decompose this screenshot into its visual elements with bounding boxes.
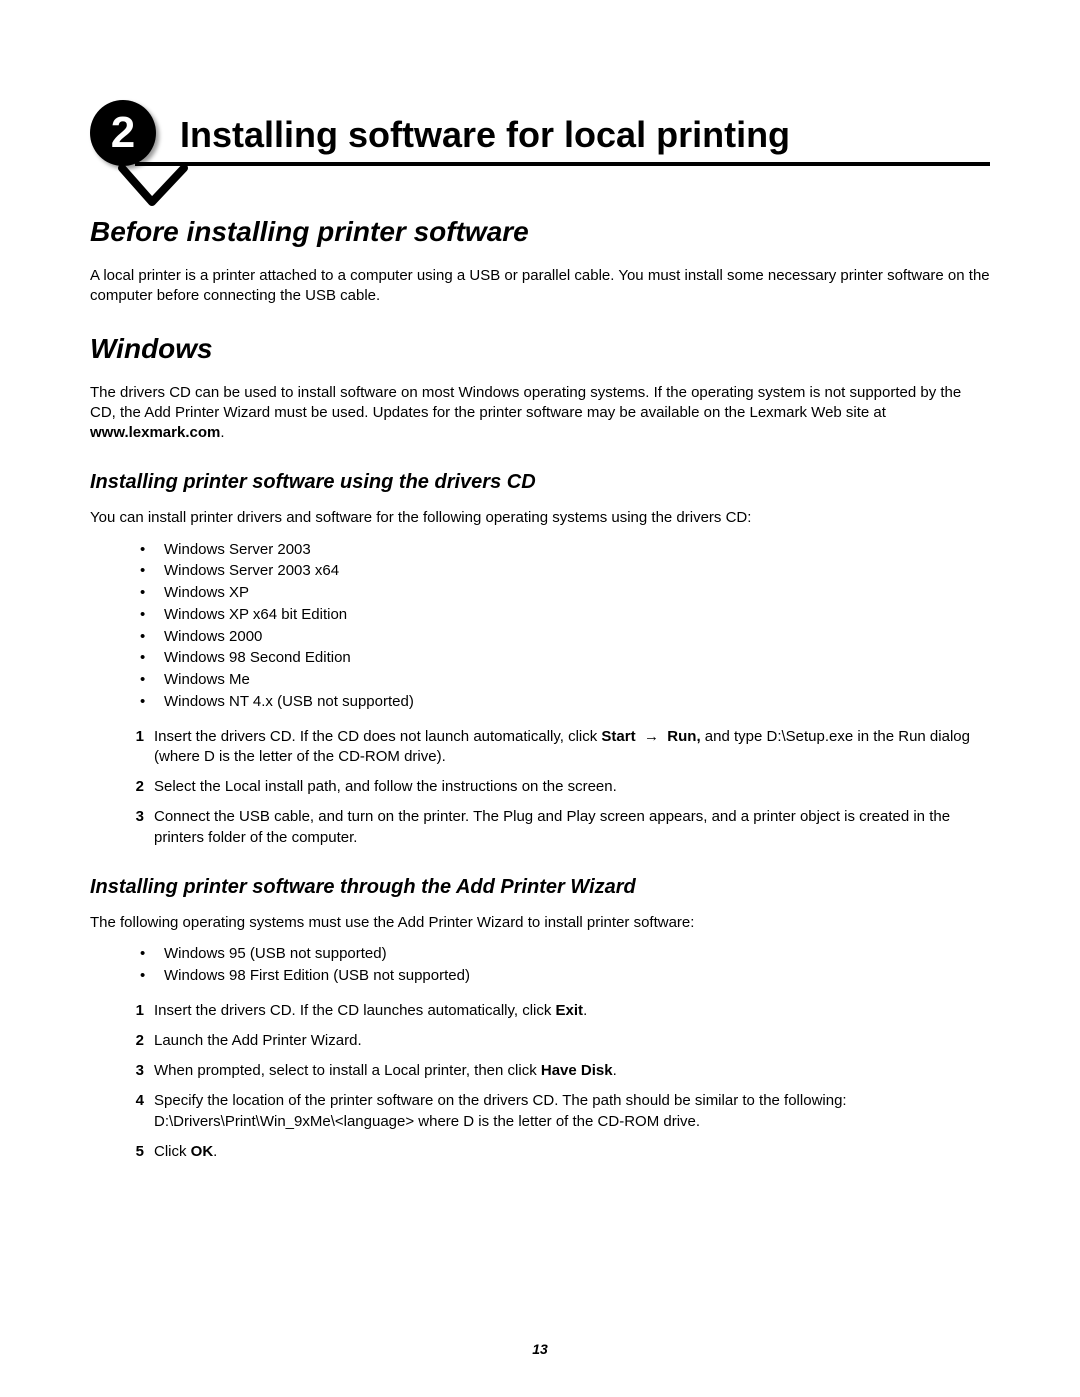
chapter-header: 2 Installing software for local printing [90,100,990,166]
step-item: Select the Local install path, and follo… [124,777,990,797]
section-windows-para: The drivers CD can be used to install so… [90,383,990,444]
step-text: Click [154,1143,191,1160]
section-windows-heading: Windows [90,333,990,365]
chapter-tail-icon [118,162,188,214]
section-before-heading: Before installing printer software [90,216,990,248]
chapter-number: 2 [111,111,135,155]
step-sep: → [636,728,668,745]
os-list-wizard: Windows 95 (USB not supported) Windows 9… [140,943,990,987]
step-item: When prompted, select to install a Local… [124,1061,990,1081]
list-item: Windows 98 Second Edition [140,647,990,669]
page-number: 13 [0,1341,1080,1357]
windows-para-pre: The drivers CD can be used to install so… [90,384,961,421]
list-item: Windows Server 2003 x64 [140,560,990,582]
list-item: Windows XP [140,582,990,604]
step-bold: Run, [667,728,700,745]
subsection-wizard-intro: The following operating systems must use… [90,913,990,933]
step-item: Click OK. [124,1142,990,1162]
step-text: Insert the drivers CD. If the CD does no… [154,728,601,745]
list-item: Windows Me [140,669,990,691]
step-item: Connect the USB cable, and turn on the p… [124,807,990,848]
chapter-title: Installing software for local printing [90,100,990,162]
subsection-cd-heading: Installing printer software using the dr… [90,471,990,494]
steps-wizard: Insert the drivers CD. If the CD launche… [124,1001,990,1163]
list-item: Windows 2000 [140,626,990,648]
section-before-para: A local printer is a printer attached to… [90,266,990,307]
chapter-rule [135,162,990,166]
step-text: . [213,1143,217,1160]
list-item: Windows XP x64 bit Edition [140,604,990,626]
step-bold: Exit [556,1002,584,1019]
step-item: Insert the drivers CD. If the CD does no… [124,727,990,768]
step-bold: Start [601,728,635,745]
step-item: Insert the drivers CD. If the CD launche… [124,1001,990,1021]
list-item: Windows Server 2003 [140,539,990,561]
steps-cd: Insert the drivers CD. If the CD does no… [124,727,990,848]
list-item: Windows 95 (USB not supported) [140,943,990,965]
step-bold: OK [191,1143,214,1160]
subsection-wizard-heading: Installing printer software through the … [90,876,990,899]
step-text: Insert the drivers CD. If the CD launche… [154,1002,556,1019]
step-text: . [583,1002,587,1019]
windows-para-post: . [220,424,224,441]
step-text: When prompted, select to install a Local… [154,1062,541,1079]
list-item: Windows 98 First Edition (USB not suppor… [140,965,990,987]
step-bold: Have Disk [541,1062,613,1079]
os-list-cd: Windows Server 2003 Windows Server 2003 … [140,539,990,713]
list-item: Windows NT 4.x (USB not supported) [140,691,990,713]
step-text: . [613,1062,617,1079]
windows-para-link: www.lexmark.com [90,424,220,441]
step-item: Specify the location of the printer soft… [124,1091,990,1132]
subsection-cd-intro: You can install printer drivers and soft… [90,508,990,528]
chapter-badge: 2 [90,100,156,166]
step-item: Launch the Add Printer Wizard. [124,1031,990,1051]
